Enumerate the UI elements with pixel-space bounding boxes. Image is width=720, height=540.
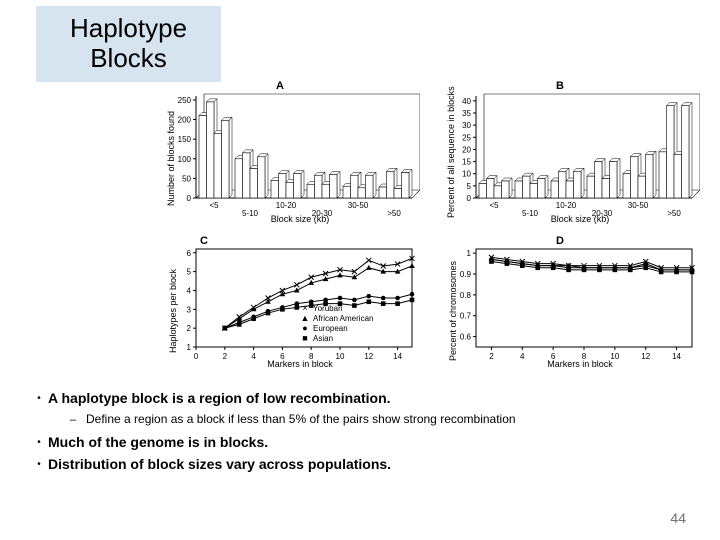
svg-text:150: 150 [178, 135, 192, 144]
bullet-list: • A haplotype block is a region of low r… [30, 390, 690, 478]
panel-c-label: C [200, 235, 208, 247]
legend-item: ×Yoruban [300, 303, 373, 313]
bullet-icon: • [30, 456, 48, 474]
svg-text:5: 5 [187, 268, 192, 277]
svg-text:1: 1 [187, 343, 192, 352]
sub-bullet-1-text: Define a region as a block if less than … [86, 412, 516, 426]
svg-text:35: 35 [462, 109, 471, 118]
svg-text:200: 200 [178, 116, 192, 125]
svg-text:30-50: 30-50 [348, 201, 369, 210]
svg-text:4: 4 [187, 286, 192, 295]
svg-text:20: 20 [462, 145, 471, 154]
panel-b: B Percent of all sequence in blocks 0510… [440, 86, 700, 226]
panel-c-xlabel: Markers in block [240, 359, 360, 369]
svg-text:10-20: 10-20 [556, 201, 577, 210]
legend-label: Asian [313, 334, 333, 343]
bullet-icon: • [30, 434, 48, 452]
svg-text:2: 2 [187, 324, 192, 333]
svg-text:2: 2 [489, 352, 494, 361]
page-number: 44 [670, 510, 686, 526]
svg-text:25: 25 [462, 133, 471, 142]
panel-c-ylabel: Haplotypes per block [168, 269, 178, 353]
bullet-3-text: Distribution of block sizes vary across … [48, 456, 391, 472]
svg-text:30: 30 [462, 121, 471, 130]
svg-text:<5: <5 [209, 201, 219, 210]
legend-label: African American [313, 314, 373, 323]
svg-text:250: 250 [178, 96, 192, 105]
svg-text:0.7: 0.7 [460, 312, 472, 321]
panel-c-legend: ×Yoruban▲African American●European■Asian [300, 303, 373, 343]
bullet-3: • Distribution of block sizes vary acros… [30, 456, 690, 474]
legend-marker-icon: ■ [300, 333, 310, 343]
svg-text:0.8: 0.8 [460, 291, 472, 300]
panel-a-xlabel: Block size (kb) [240, 214, 360, 224]
chart-grid: A Number of blocks found 050100150200250… [160, 86, 700, 376]
bullet-1-text: A haplotype block is a region of low rec… [48, 390, 391, 406]
svg-text:0.9: 0.9 [460, 270, 472, 279]
slide-title: Haplotype Blocks [36, 6, 221, 82]
panel-a: A Number of blocks found 050100150200250… [160, 86, 420, 226]
svg-text:50: 50 [182, 174, 191, 183]
svg-text:<5: <5 [489, 201, 499, 210]
bullet-icon: • [30, 390, 48, 408]
legend-label: Yoruban [313, 304, 343, 313]
svg-text:12: 12 [641, 352, 650, 361]
dash-icon: – [70, 412, 86, 428]
svg-text:>50: >50 [667, 209, 681, 218]
panel-d-label: D [556, 235, 564, 247]
bullet-1: • A haplotype block is a region of low r… [30, 390, 690, 408]
svg-text:6: 6 [187, 249, 192, 258]
svg-text:1: 1 [467, 249, 472, 258]
svg-text:5: 5 [467, 182, 472, 191]
svg-text:14: 14 [672, 352, 681, 361]
legend-label: European [313, 324, 348, 333]
svg-text:2: 2 [223, 352, 228, 361]
svg-text:0: 0 [194, 352, 199, 361]
svg-text:0: 0 [467, 194, 472, 203]
panel-a-ylabel: Number of blocks found [166, 111, 176, 206]
panel-b-ylabel: Percent of all sequence in blocks [446, 86, 456, 218]
svg-text:10: 10 [462, 170, 471, 179]
bullet-2: • Much of the genome is in blocks. [30, 434, 690, 452]
legend-item: ■Asian [300, 333, 373, 343]
svg-text:30-50: 30-50 [628, 201, 649, 210]
panel-a-label: A [276, 80, 284, 92]
legend-marker-icon: × [300, 303, 310, 313]
svg-text:3: 3 [187, 305, 192, 314]
svg-text:0: 0 [187, 194, 192, 203]
svg-text:14: 14 [393, 352, 402, 361]
panel-b-label: B [556, 80, 564, 92]
legend-item: ▲African American [300, 313, 373, 323]
svg-text:0.6: 0.6 [460, 333, 472, 342]
svg-text:>50: >50 [387, 209, 401, 218]
svg-text:40: 40 [462, 97, 471, 106]
svg-text:12: 12 [364, 352, 373, 361]
legend-marker-icon: ● [300, 323, 310, 333]
svg-text:10-20: 10-20 [276, 201, 297, 210]
legend-marker-icon: ▲ [300, 313, 310, 323]
legend-item: ●European [300, 323, 373, 333]
panel-d-ylabel: Percent of chromosomes [448, 261, 458, 361]
sub-bullet-1: – Define a region as a block if less tha… [70, 412, 690, 428]
svg-text:100: 100 [178, 155, 192, 164]
panel-b-xlabel: Block size (kb) [520, 214, 640, 224]
panel-d-xlabel: Markers in block [520, 359, 640, 369]
panel-c: C Haplotypes per block 02468101214123456… [160, 241, 420, 371]
svg-text:15: 15 [462, 158, 471, 167]
panel-d: D Percent of chromosomes 24681012140.60.… [440, 241, 700, 371]
bullet-2-text: Much of the genome is in blocks. [48, 434, 268, 450]
